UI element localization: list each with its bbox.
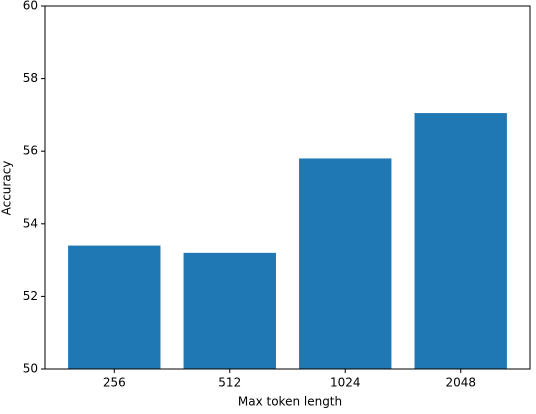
x-tick-label: 1024	[330, 376, 361, 390]
plot-frame	[44, 5, 531, 370]
y-tick-label: 52	[23, 289, 38, 303]
y-tick-label: 58	[23, 71, 38, 85]
y-tick-label: 60	[23, 0, 38, 13]
y-tick-label: 50	[23, 362, 38, 376]
x-tick-label: 2048	[445, 376, 476, 390]
x-axis-label: Max token length	[238, 395, 342, 409]
y-tick-label: 54	[23, 216, 38, 230]
y-axis-label: Accuracy	[0, 161, 14, 216]
x-tick-label: 256	[103, 376, 126, 390]
bar	[68, 245, 161, 369]
bar	[414, 113, 507, 370]
y-tick-label: 56	[23, 144, 38, 158]
bar	[299, 158, 392, 369]
x-tick-label: 512	[218, 376, 241, 390]
bar	[183, 252, 276, 369]
